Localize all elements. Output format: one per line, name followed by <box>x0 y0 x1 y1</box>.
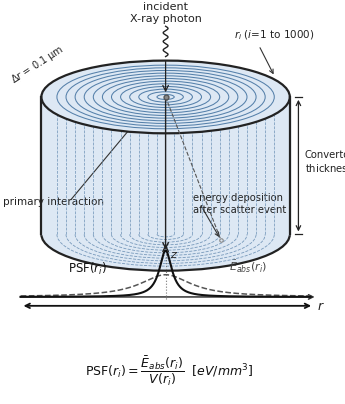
Text: incident
X-ray photon: incident X-ray photon <box>130 2 201 24</box>
Text: $r$: $r$ <box>317 300 325 313</box>
Text: Convertor
thickness $L$: Convertor thickness $L$ <box>305 149 345 174</box>
Text: $\Delta r$ = 0.1 μm: $\Delta r$ = 0.1 μm <box>9 42 67 87</box>
Text: $r_i$ ($i$=1 to 1000): $r_i$ ($i$=1 to 1000) <box>234 29 315 42</box>
Text: $z$: $z$ <box>170 250 178 261</box>
Text: energy deposition
after scatter event: energy deposition after scatter event <box>193 193 286 215</box>
Text: $\bar{E}_{abs}(r_i)$: $\bar{E}_{abs}(r_i)$ <box>229 258 267 274</box>
Ellipse shape <box>41 61 290 133</box>
Text: PSF$(r_i)$: PSF$(r_i)$ <box>68 261 107 277</box>
Text: primary interaction: primary interaction <box>3 197 105 207</box>
Ellipse shape <box>41 198 290 271</box>
Text: $\mathrm{PSF}(r_i)=\dfrac{\bar{E}_{abs}(r_i)}{V(r_i)}$  $[eV/mm^3]$: $\mathrm{PSF}(r_i)=\dfrac{\bar{E}_{abs}(… <box>85 355 253 389</box>
